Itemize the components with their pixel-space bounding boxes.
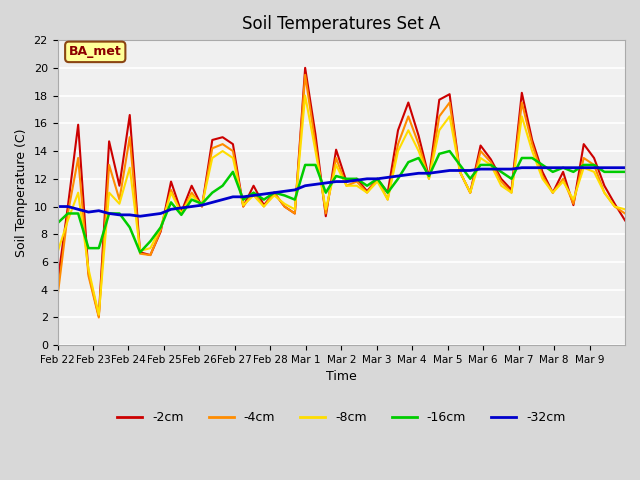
Title: Soil Temperatures Set A: Soil Temperatures Set A [242, 15, 440, 33]
-2cm [394, 127, 402, 133]
-2cm [445, 91, 453, 97]
-2cm [301, 65, 309, 71]
Line: -2cm: -2cm [58, 68, 625, 316]
-4cm [270, 190, 278, 195]
-32cm [384, 175, 392, 180]
-8cm [394, 148, 402, 154]
-2cm [64, 204, 72, 209]
-32cm [621, 165, 629, 170]
-8cm [270, 192, 278, 198]
-8cm [445, 113, 453, 119]
Legend: -2cm, -4cm, -8cm, -16cm, -32cm: -2cm, -4cm, -8cm, -16cm, -32cm [112, 407, 570, 430]
Text: BA_met: BA_met [69, 46, 122, 59]
-8cm [425, 176, 433, 181]
-32cm [415, 170, 422, 176]
-16cm [384, 190, 392, 195]
-4cm [95, 314, 102, 320]
-4cm [508, 190, 515, 195]
-2cm [54, 280, 61, 286]
-2cm [95, 313, 102, 319]
-32cm [54, 204, 61, 209]
-4cm [301, 72, 309, 78]
-2cm [508, 187, 515, 193]
-2cm [425, 175, 433, 180]
Line: -8cm: -8cm [58, 96, 625, 315]
-16cm [508, 176, 515, 181]
Line: -32cm: -32cm [58, 168, 625, 216]
-16cm [435, 151, 443, 156]
-8cm [508, 190, 515, 195]
-32cm [136, 214, 144, 219]
-4cm [425, 176, 433, 181]
Y-axis label: Soil Temperature (C): Soil Temperature (C) [15, 129, 28, 257]
-16cm [270, 190, 278, 195]
-32cm [270, 190, 278, 195]
-16cm [415, 155, 422, 161]
-4cm [621, 211, 629, 216]
Line: -4cm: -4cm [58, 75, 625, 317]
-16cm [445, 148, 453, 154]
-8cm [301, 93, 309, 98]
-32cm [497, 166, 505, 172]
-16cm [64, 211, 72, 216]
-8cm [621, 206, 629, 212]
-4cm [54, 294, 61, 300]
-4cm [445, 100, 453, 106]
-2cm [270, 190, 278, 195]
-32cm [64, 204, 72, 209]
Line: -16cm: -16cm [58, 151, 625, 252]
-16cm [54, 220, 61, 226]
-16cm [621, 169, 629, 175]
-16cm [136, 250, 144, 255]
-2cm [621, 217, 629, 223]
-8cm [54, 250, 61, 255]
-4cm [394, 141, 402, 147]
-32cm [435, 169, 443, 175]
-32cm [518, 165, 525, 170]
X-axis label: Time: Time [326, 371, 356, 384]
-4cm [64, 211, 72, 216]
-8cm [95, 312, 102, 318]
-8cm [64, 217, 72, 223]
